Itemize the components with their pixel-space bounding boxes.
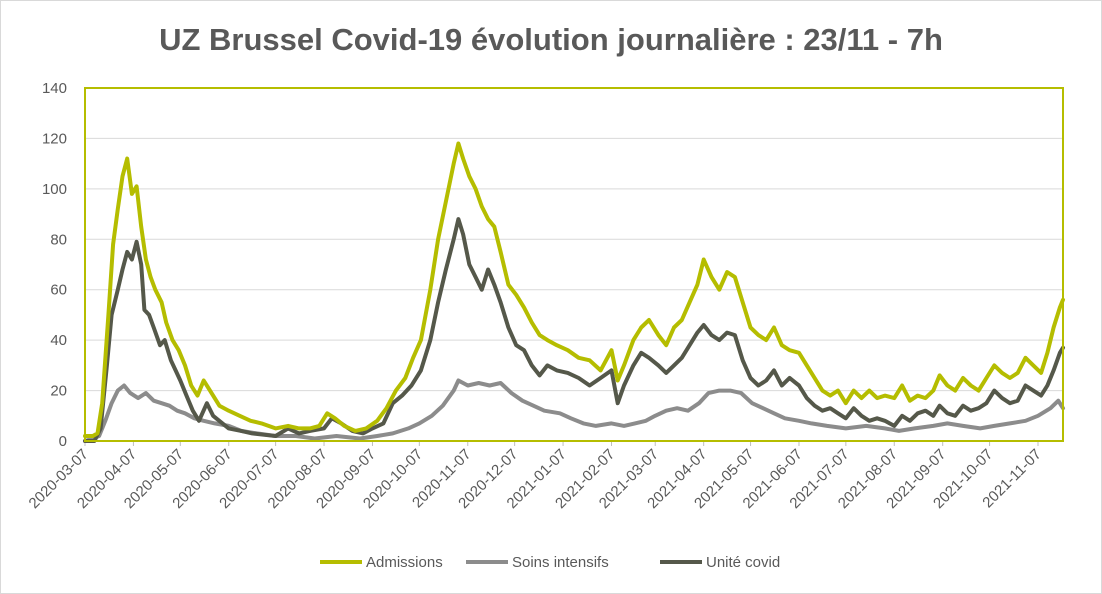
- y-tick-label: 20: [50, 383, 67, 400]
- y-tick-label: 60: [50, 282, 67, 299]
- series-line-unite-covid: [83, 217, 1065, 443]
- series-lines: [83, 141, 1065, 443]
- series-line-admissions: [83, 141, 1065, 438]
- plot-area-border: [84, 87, 1064, 442]
- y-tick-label: 0: [59, 433, 67, 450]
- y-tick-label: 140: [42, 80, 67, 97]
- legend-label-admissions: Admissions: [366, 554, 443, 571]
- legend: Admissions Soins intensifs Unité covid: [320, 554, 780, 571]
- legend-label-soins-intensifs: Soins intensifs: [512, 554, 609, 571]
- y-axis: 0 20 40 60 80 100 120 140: [42, 80, 67, 450]
- y-tick-label: 120: [42, 130, 67, 147]
- y-tick-label: 40: [50, 332, 67, 349]
- legend-label-unite-covid: Unité covid: [706, 554, 780, 571]
- chart-title: UZ Brussel Covid-19 évolution journalièr…: [159, 22, 943, 57]
- y-tick-label: 100: [42, 181, 67, 198]
- x-axis: 2020-03-072020-04-072020-05-072020-06-07…: [26, 441, 1045, 512]
- gridlines: [85, 87, 1063, 442]
- y-tick-label: 80: [50, 231, 67, 248]
- series-line-soins-intensifs: [83, 378, 1065, 443]
